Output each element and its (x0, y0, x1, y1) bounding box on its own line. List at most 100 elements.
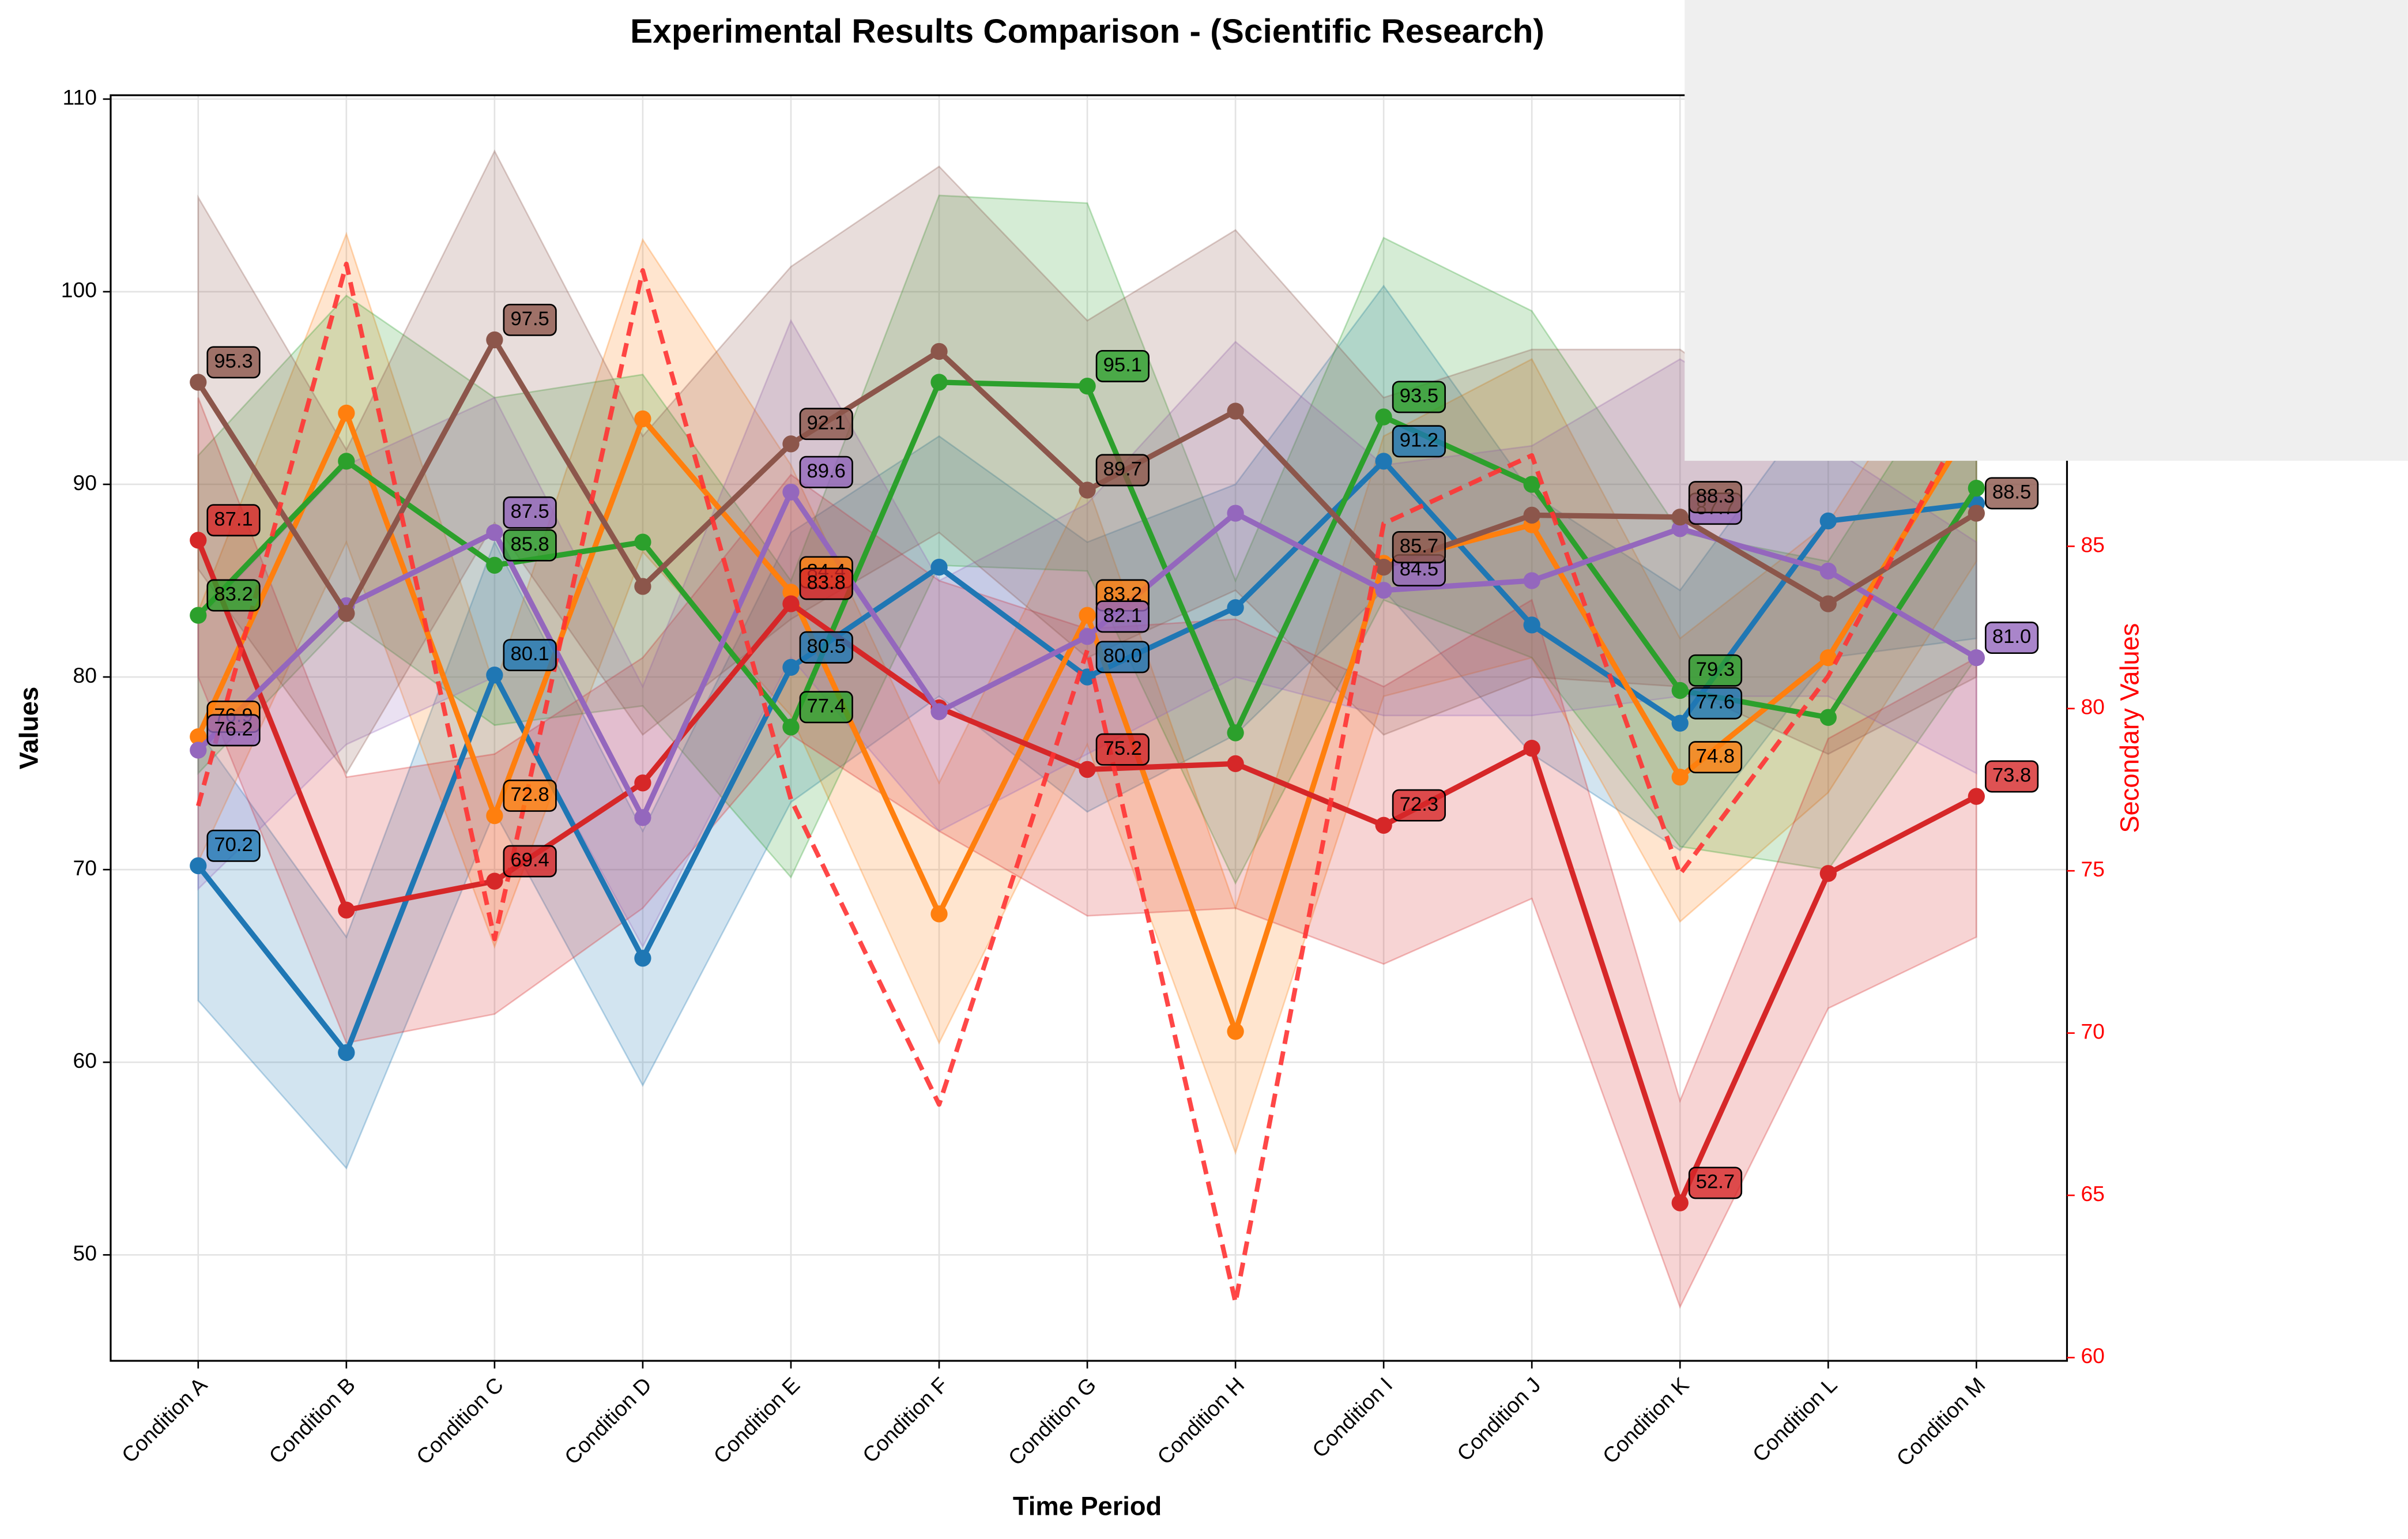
value-label-box (1984, 760, 2039, 793)
y2-tick-label: 80 (2081, 695, 2104, 719)
point (190, 607, 207, 624)
value-label: 91.2 (1400, 429, 1438, 451)
value-label: 83.8 (807, 572, 846, 594)
point (1375, 816, 1392, 834)
point (1819, 865, 1837, 882)
value-label-box (1392, 531, 1446, 563)
point (1671, 682, 1689, 699)
value-label-box (799, 456, 853, 488)
value-label-box (206, 829, 261, 862)
point (190, 857, 207, 875)
value-label: 85.8 (510, 533, 549, 555)
point (1227, 599, 1244, 616)
point (1079, 668, 1096, 686)
point (930, 558, 948, 576)
point (486, 807, 503, 825)
value-label: 85.7 (1400, 535, 1438, 557)
y2-tick-label: 75 (2081, 857, 2104, 881)
y-tick-label: 70 (73, 856, 97, 880)
value-label-box (1095, 641, 1150, 673)
point (1375, 558, 1392, 576)
point (1968, 480, 1985, 497)
value-label-box (1392, 425, 1446, 458)
value-label: 73.8 (1992, 765, 2031, 787)
value-label-box (799, 408, 853, 441)
value-label-box (799, 567, 853, 600)
point (782, 659, 800, 676)
point (1968, 788, 1985, 805)
x-tick-label: Condition C (412, 1372, 508, 1469)
y2-axis-label: Secondary Values (2115, 623, 2144, 833)
point (190, 728, 207, 746)
secondary-line (195, 261, 1979, 1305)
x-axis-label: Time Period (1013, 1492, 1162, 1521)
value-label: 74.8 (1696, 745, 1735, 767)
point (486, 556, 503, 574)
value-label: 72.3 (1400, 793, 1438, 815)
point (338, 605, 355, 622)
y2-tick-label: 65 (2081, 1181, 2104, 1206)
y-tick-label: 60 (73, 1048, 97, 1073)
y2-tick-label: 60 (2081, 1344, 2104, 1368)
x-tick-label: Condition A (117, 1372, 212, 1467)
value-label: 76.2 (214, 718, 253, 740)
y2-tick-label: 70 (2081, 1019, 2104, 1043)
value-label: 87.5 (510, 501, 549, 522)
value-label: 95.1 (1103, 354, 1142, 376)
point (1671, 714, 1689, 732)
point (1375, 582, 1392, 599)
x-tick-label: Condition J (1452, 1372, 1546, 1466)
x-tick-label: Condition K (1598, 1372, 1694, 1468)
point (1523, 506, 1540, 524)
point (1819, 595, 1837, 612)
point (634, 774, 651, 792)
point (338, 901, 355, 919)
point (486, 331, 503, 349)
point (930, 343, 948, 360)
value-label-box (1392, 381, 1446, 413)
x-tick-label: Condition M (1891, 1372, 1989, 1470)
value-label: 83.2 (214, 584, 253, 605)
point (634, 809, 651, 826)
x-tick-label: Condition B (264, 1372, 360, 1468)
value-label: 80.1 (510, 643, 549, 665)
x-tick-label: Condition H (1152, 1372, 1249, 1469)
point (1523, 476, 1540, 493)
value-label: 87.1 (214, 508, 253, 530)
value-label-box (1688, 654, 1743, 687)
point (1079, 607, 1096, 624)
point (1523, 740, 1540, 757)
point (634, 578, 651, 595)
value-label: 77.4 (807, 695, 846, 717)
y-tick-label: 100 (61, 278, 97, 302)
value-label-box (1095, 454, 1150, 487)
confidence-band (197, 284, 1977, 1170)
value-label: 89.6 (807, 460, 846, 482)
value-label: 52.7 (1696, 1171, 1735, 1193)
point (1079, 761, 1096, 778)
point (1819, 562, 1837, 580)
value-label: 97.5 (510, 308, 549, 330)
plot-area: 70.280.180.580.091.277.676.972.884.483.2… (110, 95, 2067, 1361)
overlay-panel (1685, 0, 2408, 461)
y-tick-label: 50 (73, 1241, 97, 1265)
point (486, 872, 503, 890)
point (782, 435, 800, 453)
value-label: 77.6 (1696, 691, 1735, 713)
value-label-box (206, 504, 261, 537)
point (1375, 453, 1392, 470)
y-tick-label: 90 (73, 471, 97, 495)
point (486, 667, 503, 684)
value-label-box (206, 346, 261, 379)
point (930, 703, 948, 720)
value-label: 92.1 (807, 412, 846, 434)
point (1079, 481, 1096, 499)
value-label-box (1095, 600, 1150, 633)
point (1227, 755, 1244, 773)
value-label-box (1688, 481, 1743, 514)
value-label: 69.4 (510, 849, 549, 871)
y-tick-label: 110 (63, 85, 97, 110)
axes-frame (110, 94, 2068, 1362)
value-label-box (1984, 477, 2039, 510)
point (1671, 520, 1689, 537)
